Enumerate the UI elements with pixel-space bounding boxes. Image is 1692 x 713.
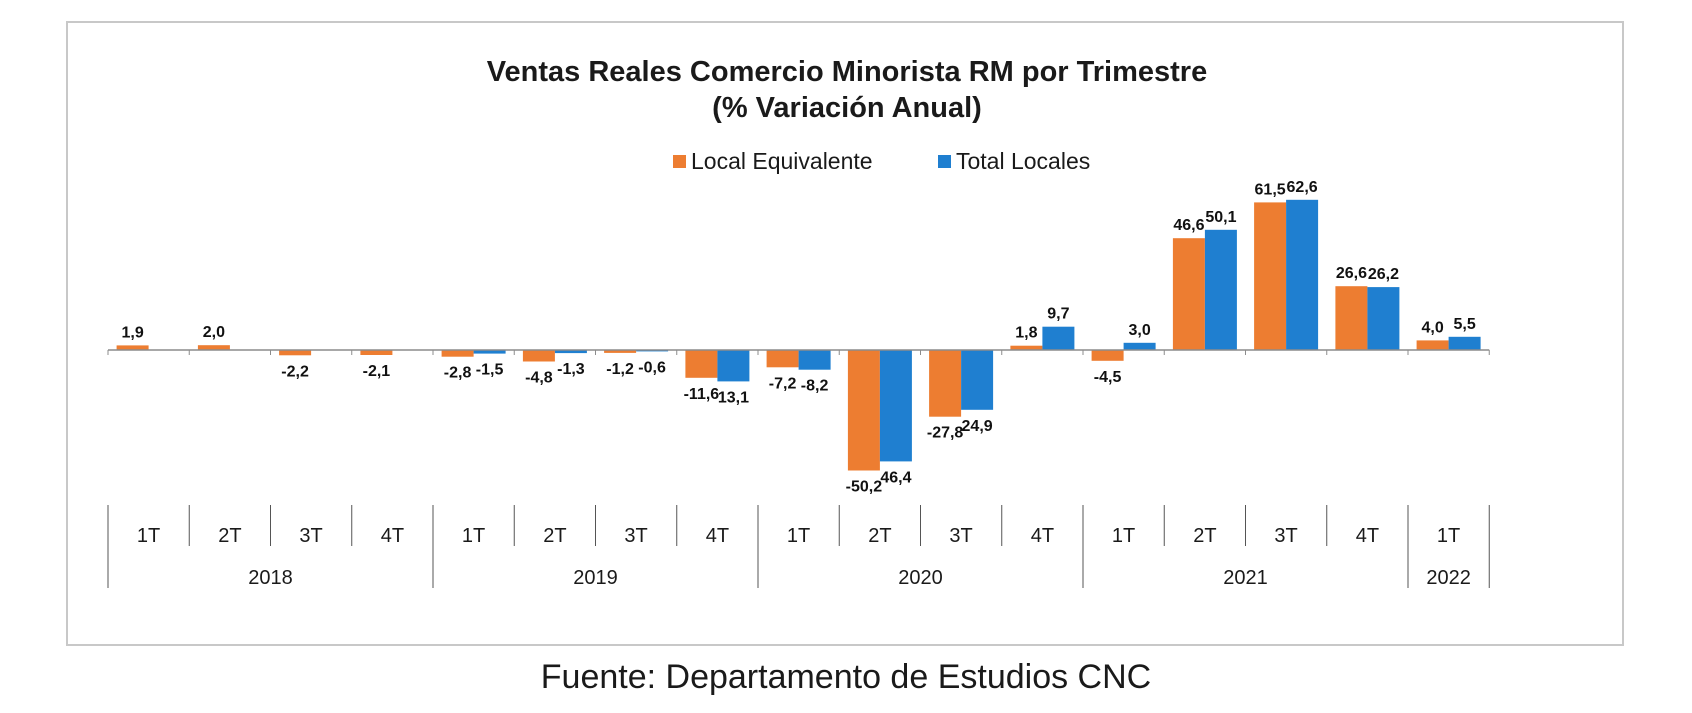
bar-local-equivalente <box>1335 286 1368 350</box>
data-label: -2,8 <box>444 365 472 382</box>
bar-local-equivalente <box>116 345 149 350</box>
year-tick-label: 2021 <box>1223 567 1268 589</box>
legend-label-local-equivalente: Local Equivalente <box>691 148 873 174</box>
legend: Local Equivalente Total Locales <box>673 148 1090 174</box>
quarter-tick-label: 2T <box>218 525 241 547</box>
year-tick-label: 2018 <box>248 567 293 589</box>
data-label: -1,5 <box>476 362 504 379</box>
data-label: -8,2 <box>801 378 829 395</box>
bar-local-equivalente <box>847 350 880 471</box>
legend-swatch-total-locales <box>938 155 951 168</box>
bar-local-equivalente <box>197 345 230 350</box>
quarter-tick-label: 3T <box>624 525 647 547</box>
data-label: -11,6 <box>684 386 720 403</box>
source-note: Fuente: Departamento de Estudios CNC <box>540 658 1152 696</box>
data-label: -1,3 <box>557 361 585 378</box>
data-labels-layer: 1,9 2,0 -2,2 -2,1 -2,8 -1,5 -4,8 -1,3 -1,2 -0,6 -1… <box>121 179 1475 496</box>
bar-local-equivalente <box>279 350 312 356</box>
quarter-tick-label: 3T <box>299 525 322 547</box>
chart-title: Ventas Reales Comercio Minorista RM por … <box>487 56 1207 88</box>
data-label: 26,6 <box>1336 265 1367 282</box>
bar-local-equivalente <box>1172 238 1205 350</box>
data-label: -50,2 <box>846 479 883 496</box>
bar-total-locales <box>473 350 506 354</box>
bar-total-locales <box>1448 336 1481 350</box>
quarter-tick-label: 4T <box>381 525 404 547</box>
bar-local-equivalente <box>522 350 555 362</box>
data-label: 46,4 <box>880 469 911 486</box>
data-label: 62,6 <box>1287 179 1318 196</box>
data-label: 24,9 <box>962 418 993 435</box>
bar-total-locales <box>1123 342 1156 350</box>
bars-layer <box>116 199 1481 471</box>
bar-total-locales <box>717 350 750 382</box>
quarter-tick-label: 2T <box>868 525 891 547</box>
quarter-tick-label: 2T <box>543 525 566 547</box>
data-label: -1,2 <box>606 361 634 378</box>
data-label: -2,1 <box>363 363 391 380</box>
year-tick-label: 2020 <box>898 567 943 589</box>
data-label: 1,8 <box>1015 325 1037 342</box>
quarter-tick-label: 1T <box>787 525 810 547</box>
bar-total-locales <box>1042 326 1075 350</box>
bar-total-locales <box>879 350 912 462</box>
bar-total-locales <box>961 350 994 410</box>
chart-subtitle: (% Variación Anual) <box>712 92 982 124</box>
data-label: 46,6 <box>1173 217 1204 234</box>
data-label: 13,1 <box>718 389 749 406</box>
year-tick-label: 2019 <box>573 567 618 589</box>
data-label: 4,0 <box>1421 319 1443 336</box>
bar-total-locales <box>554 350 587 354</box>
bar-local-equivalente <box>1091 350 1124 361</box>
data-label: 61,5 <box>1255 181 1286 198</box>
quarter-tick-label: 1T <box>462 525 485 547</box>
data-label: 3,0 <box>1128 322 1150 339</box>
bar-local-equivalente <box>929 350 962 417</box>
quarter-tick-label: 4T <box>706 525 729 547</box>
quarter-tick-label: 1T <box>1437 525 1460 547</box>
bar-local-equivalente <box>441 350 474 357</box>
quarter-tick-label: 3T <box>1274 525 1297 547</box>
bar-total-locales <box>798 350 831 370</box>
quarter-tick-label: 2T <box>1193 525 1216 547</box>
category-axis: 1T 2T 3T 4T 1T 2T 3T 4T 1T 2T 3T 4T 1T 2T 3T 4T 1T 2018 20… <box>107 349 1490 589</box>
quarter-tick-label: 4T <box>1031 525 1054 547</box>
quarter-tick-label: 3T <box>949 525 972 547</box>
chart-svg: Ventas Reales Comercio Minorista RM por … <box>107 56 1490 589</box>
data-label: -4,8 <box>525 370 553 387</box>
data-label: 2,0 <box>203 324 225 341</box>
data-label: -7,2 <box>769 375 797 392</box>
data-label: -4,5 <box>1094 369 1122 386</box>
quarter-tick-label: 1T <box>1112 525 1135 547</box>
data-label: 50,1 <box>1205 209 1236 226</box>
bar-local-equivalente <box>604 350 637 353</box>
bar-local-equivalente <box>1010 345 1043 350</box>
bar-local-equivalente <box>1416 340 1449 350</box>
bar-total-locales <box>1204 229 1237 350</box>
bar-local-equivalente <box>360 350 393 355</box>
data-label: 1,9 <box>121 324 143 341</box>
bar-total-locales <box>1286 199 1319 350</box>
bar-local-equivalente <box>766 350 799 368</box>
legend-label-total-locales: Total Locales <box>956 148 1090 174</box>
quarter-tick-label: 1T <box>137 525 160 547</box>
legend-swatch-local-equivalente <box>673 155 686 168</box>
data-label: 26,2 <box>1368 266 1399 283</box>
data-label: -2,2 <box>281 363 309 380</box>
data-label: -0,6 <box>638 359 666 376</box>
data-label: 9,7 <box>1047 306 1069 323</box>
data-label: 5,5 <box>1453 316 1475 333</box>
data-label: -27,8 <box>927 425 964 442</box>
bar-local-equivalente <box>685 350 718 378</box>
quarter-tick-label: 4T <box>1356 525 1379 547</box>
year-tick-label: 2022 <box>1426 567 1471 589</box>
bar-total-locales <box>1367 287 1400 350</box>
chart-frame: Ventas Reales Comercio Minorista RM por … <box>66 21 1624 646</box>
bar-local-equivalente <box>1254 202 1287 350</box>
